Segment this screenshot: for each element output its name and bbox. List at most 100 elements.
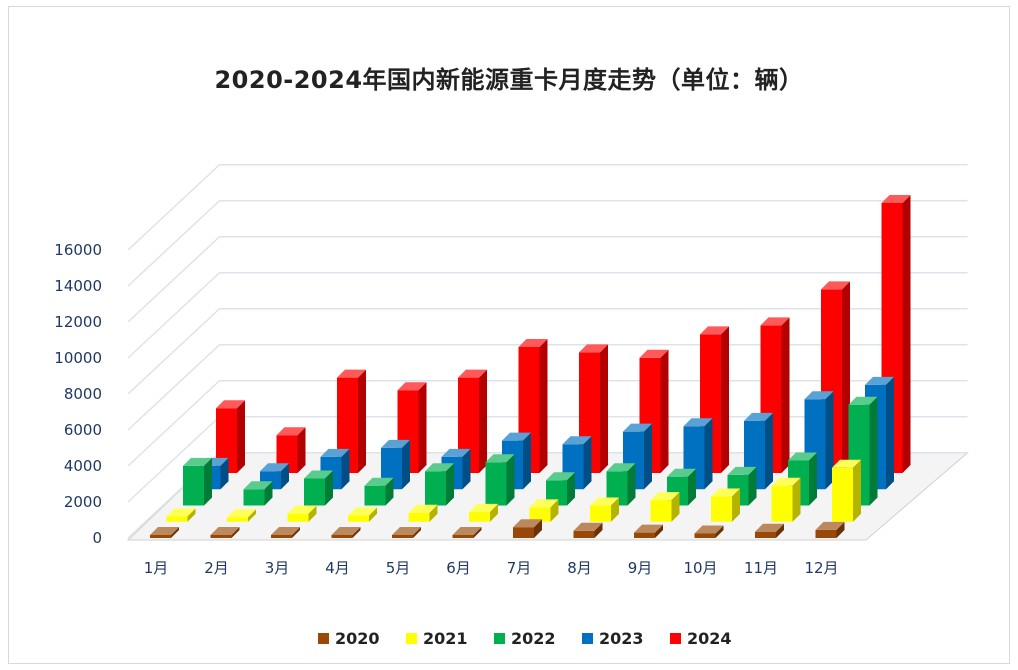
bar-2021-10月	[711, 488, 740, 522]
bar-front	[694, 533, 716, 538]
legend-label-2023: 2023	[599, 629, 644, 648]
bar-top	[304, 470, 333, 479]
bar-top	[287, 505, 317, 514]
legend-label-2021: 2021	[423, 629, 468, 648]
bar-2020-10月	[694, 525, 724, 538]
x-tick-label: 9月	[628, 559, 653, 577]
bar-side	[721, 326, 729, 473]
bar-side	[308, 505, 317, 522]
bar-front	[425, 471, 446, 506]
bar-side	[264, 481, 273, 506]
x-tick-label: 2月	[204, 559, 229, 577]
bar-top	[821, 281, 850, 290]
bar-top	[727, 466, 757, 475]
bar-side	[902, 195, 911, 473]
bar-side	[776, 523, 784, 538]
bar-side	[418, 382, 427, 473]
bar-front	[392, 535, 413, 538]
bar-side	[550, 499, 559, 522]
bar-side	[765, 412, 773, 490]
gridline-side	[127, 164, 221, 251]
bar-top	[348, 507, 377, 516]
bar-front	[304, 478, 325, 506]
bar-front	[650, 500, 672, 522]
bar-front	[166, 516, 188, 522]
bar-front	[183, 465, 204, 506]
chart-title: 2020-2024年国内新能源重卡月度走势（单位：辆）	[214, 66, 804, 94]
bar-2021-8月	[590, 497, 619, 522]
bar-top	[639, 349, 669, 358]
legend-swatch-2021	[406, 633, 417, 644]
y-tick-label: 6000	[64, 421, 102, 439]
bar-side	[534, 519, 542, 538]
bar-2023-4月	[381, 439, 410, 490]
bar-front	[711, 496, 732, 522]
bar-top	[832, 459, 861, 468]
bar-front	[364, 485, 386, 506]
bar-top	[815, 521, 845, 530]
bar-front	[331, 535, 353, 538]
bar-front	[227, 517, 248, 522]
bar-top	[744, 412, 773, 421]
bar-side	[369, 507, 377, 522]
bar-2021-3月	[287, 505, 317, 522]
bar-2020-8月	[573, 522, 603, 538]
bar-2020-6月	[452, 527, 482, 538]
bar-front	[243, 489, 265, 506]
bar-2023-9月	[683, 418, 713, 490]
bar-side	[836, 521, 845, 538]
bar-2022-4月	[364, 477, 394, 506]
bar-top	[381, 439, 410, 448]
bar-2021-2月	[227, 509, 256, 522]
bar-top	[529, 499, 559, 508]
bar-side	[886, 376, 894, 490]
bar-top	[667, 468, 696, 477]
bar-side	[248, 509, 256, 522]
bar-front	[546, 480, 567, 506]
bar-top	[210, 527, 240, 535]
bar-side	[506, 454, 515, 506]
bar-side	[611, 497, 619, 522]
bar-top	[518, 339, 548, 347]
bar-top	[562, 436, 592, 445]
bar-front	[452, 535, 474, 538]
bar-side	[869, 396, 878, 506]
bar-top	[271, 527, 300, 535]
bar-front	[590, 505, 611, 522]
y-tick-label: 12000	[54, 313, 102, 331]
bar-side	[600, 344, 608, 473]
bar-front	[513, 527, 534, 538]
bar-front	[469, 511, 490, 522]
bar-top	[700, 326, 729, 335]
bar-top	[771, 477, 801, 486]
bar-top	[694, 525, 724, 534]
bar-top	[458, 369, 487, 378]
bar-top	[683, 418, 713, 427]
legend-label-2024: 2024	[687, 629, 732, 648]
bar-side	[446, 463, 454, 506]
legend-swatch-2020	[318, 633, 329, 644]
bar-top	[320, 448, 350, 457]
x-tick-label: 4月	[325, 559, 350, 577]
x-tick-label: 3月	[265, 559, 290, 577]
bar-side	[660, 349, 669, 473]
bar-side	[341, 448, 350, 490]
bar-side	[655, 524, 663, 538]
bar-side	[413, 527, 421, 538]
y-tick-label: 14000	[54, 277, 102, 295]
bar-top	[425, 463, 454, 472]
bar-side	[688, 468, 696, 506]
y-tick-label: 16000	[54, 241, 102, 259]
legend-label-2022: 2022	[511, 629, 556, 648]
bar-2020-9月	[634, 524, 663, 538]
bar-side	[429, 504, 438, 522]
y-tick-label: 10000	[54, 349, 102, 367]
bar-2021-6月	[469, 503, 498, 522]
bar-side	[583, 436, 592, 490]
bar-side	[220, 457, 229, 490]
bar-side	[325, 470, 333, 506]
bar-side	[842, 281, 850, 473]
bar-2020-1月	[150, 527, 179, 538]
gridline-side	[127, 200, 221, 287]
